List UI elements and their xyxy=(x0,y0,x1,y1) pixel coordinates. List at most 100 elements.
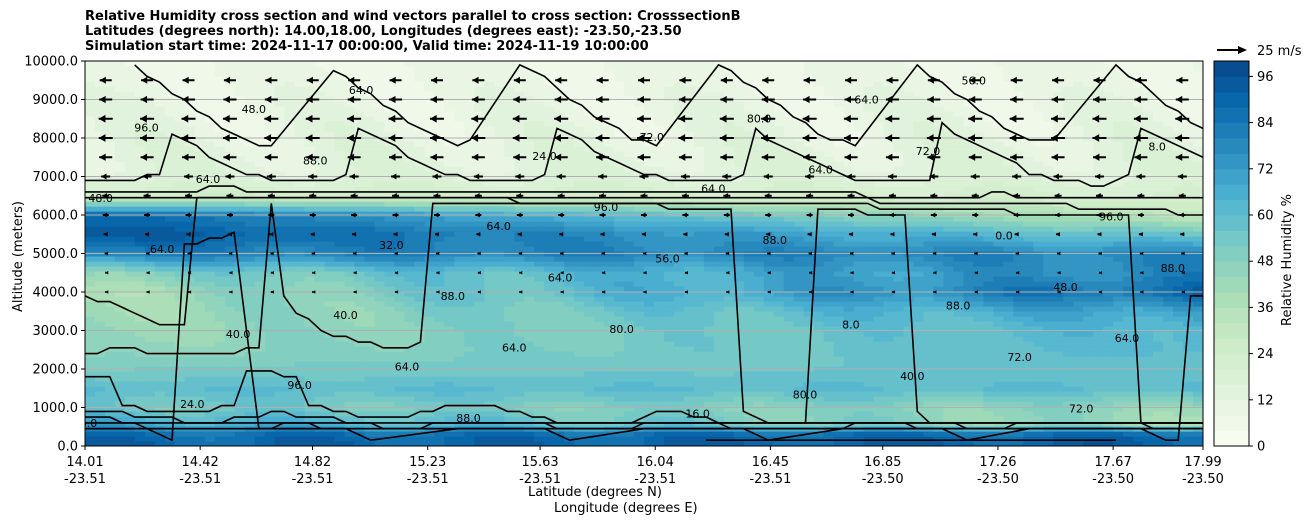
humidity-cell xyxy=(1103,261,1114,267)
humidity-cell xyxy=(1093,416,1104,422)
humidity-cell xyxy=(683,431,695,437)
humidity-cell xyxy=(104,266,116,272)
humidity-cell xyxy=(883,231,895,237)
humidity-cell xyxy=(164,411,176,417)
humidity-cell xyxy=(264,356,276,362)
humidity-cell xyxy=(624,386,635,392)
humidity-cell xyxy=(464,371,475,377)
humidity-cell xyxy=(644,436,655,442)
humidity-cell xyxy=(514,441,525,446)
humidity-cell xyxy=(564,326,575,332)
humidity-cell xyxy=(1103,266,1114,272)
humidity-cell xyxy=(184,341,196,347)
humidity-cell xyxy=(304,311,316,317)
humidity-cell xyxy=(164,271,176,277)
humidity-cell xyxy=(923,436,935,442)
humidity-cell xyxy=(1063,231,1074,237)
humidity-cell xyxy=(653,266,665,272)
humidity-cell xyxy=(833,301,845,307)
humidity-cell xyxy=(673,421,685,427)
humidity-cell xyxy=(833,336,845,342)
humidity-cell xyxy=(114,256,126,262)
humidity-cell xyxy=(204,271,216,277)
humidity-cell xyxy=(554,271,565,277)
humidity-cell xyxy=(434,246,445,252)
humidity-cell xyxy=(813,331,825,337)
humidity-cell xyxy=(1023,431,1034,437)
humidity-cell xyxy=(384,221,396,227)
humidity-cell xyxy=(484,346,495,352)
humidity-cell xyxy=(224,381,236,387)
humidity-cell xyxy=(1123,276,1134,282)
humidity-cell xyxy=(424,406,435,412)
humidity-cell xyxy=(1063,416,1074,422)
humidity-cell xyxy=(524,241,535,247)
humidity-cell xyxy=(494,276,505,282)
humidity-cell xyxy=(663,291,675,297)
humidity-cell xyxy=(574,356,585,362)
humidity-cell xyxy=(294,386,306,392)
humidity-cell xyxy=(144,346,156,352)
humidity-cell xyxy=(1013,336,1024,342)
humidity-cell xyxy=(813,381,825,387)
humidity-cell xyxy=(943,341,955,347)
humidity-cell xyxy=(993,241,1004,247)
humidity-cell xyxy=(863,406,875,412)
humidity-cell xyxy=(803,326,815,332)
humidity-cell xyxy=(254,316,266,322)
humidity-cell xyxy=(833,381,845,387)
humidity-cell xyxy=(114,261,126,267)
humidity-cell xyxy=(1083,256,1094,262)
humidity-cell xyxy=(1183,391,1194,397)
humidity-cell xyxy=(564,271,575,277)
humidity-cell xyxy=(1003,326,1014,332)
humidity-cell xyxy=(154,236,166,242)
humidity-cell xyxy=(424,321,435,327)
humidity-cell xyxy=(104,316,116,322)
humidity-cell xyxy=(194,241,206,247)
humidity-cell xyxy=(943,391,955,397)
humidity-cell xyxy=(823,431,835,437)
humidity-cell xyxy=(484,341,495,347)
humidity-cell xyxy=(933,361,945,367)
humidity-cell xyxy=(813,441,825,446)
humidity-cell xyxy=(1103,336,1114,342)
humidity-cell xyxy=(524,416,535,422)
humidity-cell xyxy=(85,431,96,437)
humidity-cell xyxy=(284,256,296,262)
humidity-cell xyxy=(843,356,855,362)
humidity-cell xyxy=(114,301,126,307)
humidity-cell xyxy=(1113,411,1124,417)
humidity-cell xyxy=(653,301,665,307)
humidity-cell xyxy=(713,311,725,317)
humidity-cell xyxy=(324,321,336,327)
humidity-cell xyxy=(114,311,126,317)
humidity-cell xyxy=(234,356,246,362)
humidity-cell xyxy=(484,431,495,437)
humidity-cell xyxy=(863,271,875,277)
humidity-cell xyxy=(594,351,605,357)
humidity-cell xyxy=(973,226,984,232)
humidity-cell xyxy=(514,321,525,327)
humidity-cell xyxy=(1023,386,1034,392)
humidity-cell xyxy=(1033,331,1044,337)
humidity-cell xyxy=(1043,326,1054,332)
humidity-cell xyxy=(1053,421,1064,427)
humidity-cell xyxy=(194,266,206,272)
humidity-cell xyxy=(484,396,495,402)
humidity-cell xyxy=(414,246,425,252)
humidity-cell xyxy=(464,301,475,307)
humidity-cell xyxy=(693,286,705,292)
humidity-cell xyxy=(584,241,595,247)
humidity-cell xyxy=(534,331,545,337)
humidity-cell xyxy=(1123,241,1134,247)
humidity-cell xyxy=(1073,441,1084,446)
humidity-cell xyxy=(564,291,575,297)
humidity-cell xyxy=(843,406,855,412)
humidity-cell xyxy=(993,256,1004,262)
humidity-cell xyxy=(793,336,805,342)
humidity-cell xyxy=(1103,226,1114,232)
humidity-cell xyxy=(873,381,885,387)
humidity-cell xyxy=(254,411,266,417)
humidity-cell xyxy=(823,296,835,302)
